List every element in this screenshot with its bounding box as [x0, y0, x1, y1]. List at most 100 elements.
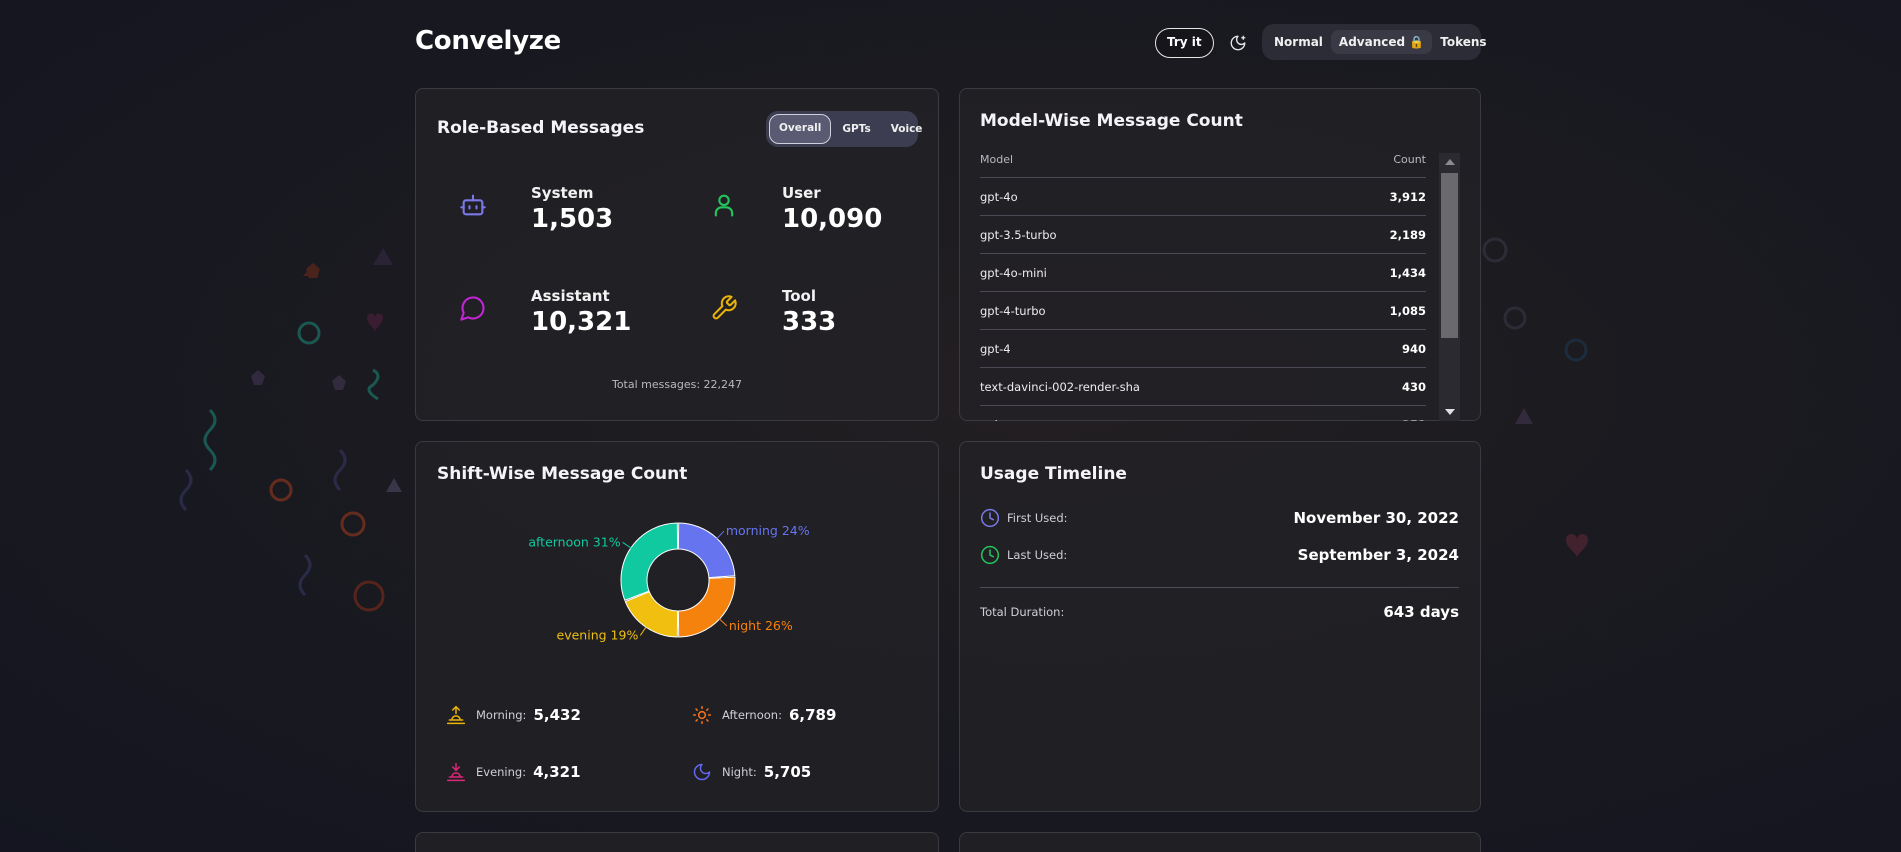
user-icon	[710, 191, 738, 219]
table-scrollbar[interactable]	[1439, 153, 1460, 421]
shift-label: Night:	[722, 765, 757, 779]
total-duration-row: Total Duration: 643 days	[980, 600, 1459, 626]
model-name: gpt-4o-mini	[980, 266, 1047, 280]
total-duration-value: 643 days	[1383, 603, 1459, 621]
shift-value: 5,432	[533, 706, 581, 724]
shift-morning: Morning: 5,432	[446, 703, 581, 727]
model-name: gpt-4-turbo	[980, 304, 1046, 318]
model-count: 3,912	[1389, 190, 1426, 204]
role-user: User 10,090	[710, 181, 910, 241]
last-used-value: September 3, 2024	[1297, 546, 1459, 564]
sun-icon	[692, 705, 712, 725]
role-value: 10,321	[531, 307, 632, 337]
model-count: 2,189	[1389, 228, 1426, 242]
donut-leader-afternoon	[622, 541, 633, 550]
scroll-down-arrow-icon[interactable]	[1439, 403, 1460, 421]
total-messages: Total messages: 22,247	[611, 378, 743, 391]
table-row: gpt-4-turbo 1,085	[980, 291, 1426, 329]
table-row: text-davinci-002-render-sha 430	[980, 367, 1426, 405]
try-it-button[interactable]: Try it	[1155, 28, 1214, 58]
donut-slice-evening[interactable]	[624, 591, 679, 638]
first-used-value: November 30, 2022	[1293, 509, 1459, 527]
shift-donut-chart: morning 24% night 26% evening 19% afternoon…	[528, 522, 810, 642]
donut-label-night: night 26%	[729, 618, 793, 633]
table-row: gpt-3.5-turbo 2,189	[980, 215, 1426, 253]
robot-icon	[459, 191, 487, 219]
model-wise-message-count-card: Model-Wise Message Count Model Count gpt…	[959, 88, 1481, 421]
usage-timeline-card: Usage Timeline First Used: November 30, …	[959, 441, 1481, 812]
chat-bubble-icon	[459, 294, 487, 322]
wrench-icon	[710, 294, 738, 322]
model-name: unknown	[980, 418, 1032, 421]
donut-label-evening: evening 19%	[557, 627, 639, 642]
model-count: 430	[1401, 380, 1426, 394]
shift-label: Morning:	[476, 708, 527, 722]
donut-slice-night[interactable]	[677, 576, 736, 638]
donut-slice-morning[interactable]	[677, 522, 736, 579]
model-count: 251	[1402, 418, 1426, 421]
model-name: gpt-4	[980, 342, 1011, 356]
tab-overall[interactable]: Overall	[769, 114, 832, 144]
role-system: System 1,503	[459, 181, 659, 241]
shift-value: 6,789	[788, 706, 837, 724]
donut-label-morning: morning 24%	[726, 523, 810, 538]
model-count: 1,434	[1389, 266, 1426, 280]
moon-stars-icon[interactable]	[1226, 31, 1250, 55]
scrollbar-thumb[interactable]	[1441, 173, 1458, 338]
role-label: Assistant	[531, 287, 610, 305]
model-name: gpt-4o	[980, 190, 1018, 204]
divider	[980, 587, 1459, 588]
table-header: Model Count	[980, 153, 1426, 175]
role-label: Tool	[782, 287, 816, 305]
shift-afternoon: Afternoon: 6,789	[692, 703, 836, 727]
donut-label-afternoon: afternoon 31%	[528, 534, 620, 549]
shift-label: Evening:	[476, 765, 527, 779]
mode-tokens[interactable]: Tokens	[1440, 35, 1487, 49]
donut-slice-afternoon[interactable]	[620, 522, 679, 601]
role-value: 333	[782, 307, 837, 337]
shift-label: Afternoon:	[722, 708, 782, 722]
role-tool: Tool 333	[710, 284, 910, 344]
last-used-row: Last Used: September 3, 2024	[980, 543, 1459, 569]
role-assistant: Assistant 10,321	[459, 284, 659, 344]
scroll-up-arrow-icon[interactable]	[1439, 153, 1460, 171]
first-used-label: First Used:	[1007, 511, 1068, 525]
last-used-label: Last Used:	[1007, 548, 1068, 562]
role-value: 1,503	[531, 204, 614, 234]
tab-gpts[interactable]: GPTs	[842, 123, 871, 135]
moon-icon	[692, 762, 712, 782]
next-card-right	[959, 832, 1481, 852]
donut-leader-morning	[715, 530, 725, 541]
model-table-body[interactable]: gpt-4o 3,912 gpt-3.5-turbo 2,189 gpt-4o-mi…	[980, 177, 1426, 421]
model-name: gpt-3.5-turbo	[980, 228, 1057, 242]
role-tab-switcher: Overall GPTs Voice	[766, 111, 922, 147]
table-row: unknown 251	[980, 405, 1426, 421]
shift-value: 5,705	[763, 763, 812, 781]
next-card-left	[415, 832, 939, 852]
table-row: gpt-4 940	[980, 329, 1426, 367]
role-based-messages-card: Role-Based Messages Overall GPTs Voice S…	[415, 88, 939, 421]
model-count: 1,085	[1389, 304, 1426, 318]
column-header-count: Count	[1393, 153, 1426, 166]
card-title: Shift-Wise Message Count	[437, 464, 688, 484]
tab-voice[interactable]: Voice	[890, 123, 923, 135]
mode-advanced[interactable]: Advanced 🔒	[1330, 30, 1433, 54]
app-title: Convelyze	[415, 26, 561, 56]
shift-value: 4,321	[533, 763, 581, 781]
sunrise-icon	[446, 705, 466, 725]
card-title: Model-Wise Message Count	[980, 111, 1243, 131]
table-row: gpt-4o 3,912	[980, 177, 1426, 215]
card-title: Usage Timeline	[980, 464, 1127, 484]
first-used-row: First Used: November 30, 2022	[980, 506, 1459, 532]
column-header-model: Model	[980, 153, 1014, 166]
shift-night: Night: 5,705	[692, 760, 811, 784]
donut-leader-night	[717, 617, 728, 627]
clock-icon	[980, 508, 1000, 528]
role-value: 10,090	[782, 204, 883, 234]
mode-normal[interactable]: Normal	[1274, 35, 1323, 49]
model-name: text-davinci-002-render-sha	[980, 380, 1140, 394]
top-bar: Convelyze Try it Normal Advanced 🔒 Token…	[415, 22, 1487, 64]
shift-wise-message-count-card: Shift-Wise Message Count morning 24% nigh…	[415, 441, 939, 812]
role-label: User	[782, 184, 821, 202]
